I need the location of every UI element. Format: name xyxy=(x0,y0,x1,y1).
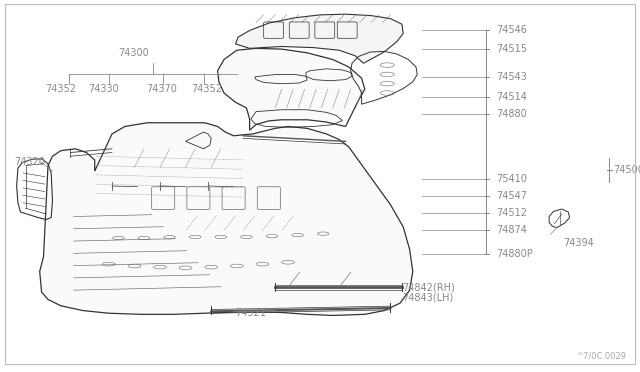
Text: 74321: 74321 xyxy=(236,308,266,318)
Text: 74843(LH): 74843(LH) xyxy=(402,293,453,302)
Text: 74514: 74514 xyxy=(497,93,527,102)
Text: 74842(RH): 74842(RH) xyxy=(402,282,454,292)
Text: 74352: 74352 xyxy=(191,84,221,93)
Text: 74352: 74352 xyxy=(45,84,76,93)
Text: 74512: 74512 xyxy=(497,208,527,218)
Polygon shape xyxy=(218,48,365,130)
Text: ^7/0C.0029: ^7/0C.0029 xyxy=(576,352,626,361)
Text: 74874: 74874 xyxy=(497,225,527,235)
Text: 74547: 74547 xyxy=(497,192,527,201)
Text: 75410: 75410 xyxy=(497,174,527,184)
Text: 74370: 74370 xyxy=(146,84,177,93)
Text: 74330: 74330 xyxy=(88,84,119,93)
Text: 74880P: 74880P xyxy=(497,249,533,259)
Text: 74546: 74546 xyxy=(497,25,527,35)
Text: 74500: 74500 xyxy=(613,165,640,175)
Text: 74515: 74515 xyxy=(497,44,527,54)
Text: 74543: 74543 xyxy=(497,72,527,82)
Text: 74394: 74394 xyxy=(563,238,594,247)
Text: 74880: 74880 xyxy=(497,109,527,119)
Polygon shape xyxy=(40,123,413,315)
Text: 74320: 74320 xyxy=(14,157,45,167)
Polygon shape xyxy=(236,14,403,63)
Text: 74300: 74300 xyxy=(118,48,148,58)
